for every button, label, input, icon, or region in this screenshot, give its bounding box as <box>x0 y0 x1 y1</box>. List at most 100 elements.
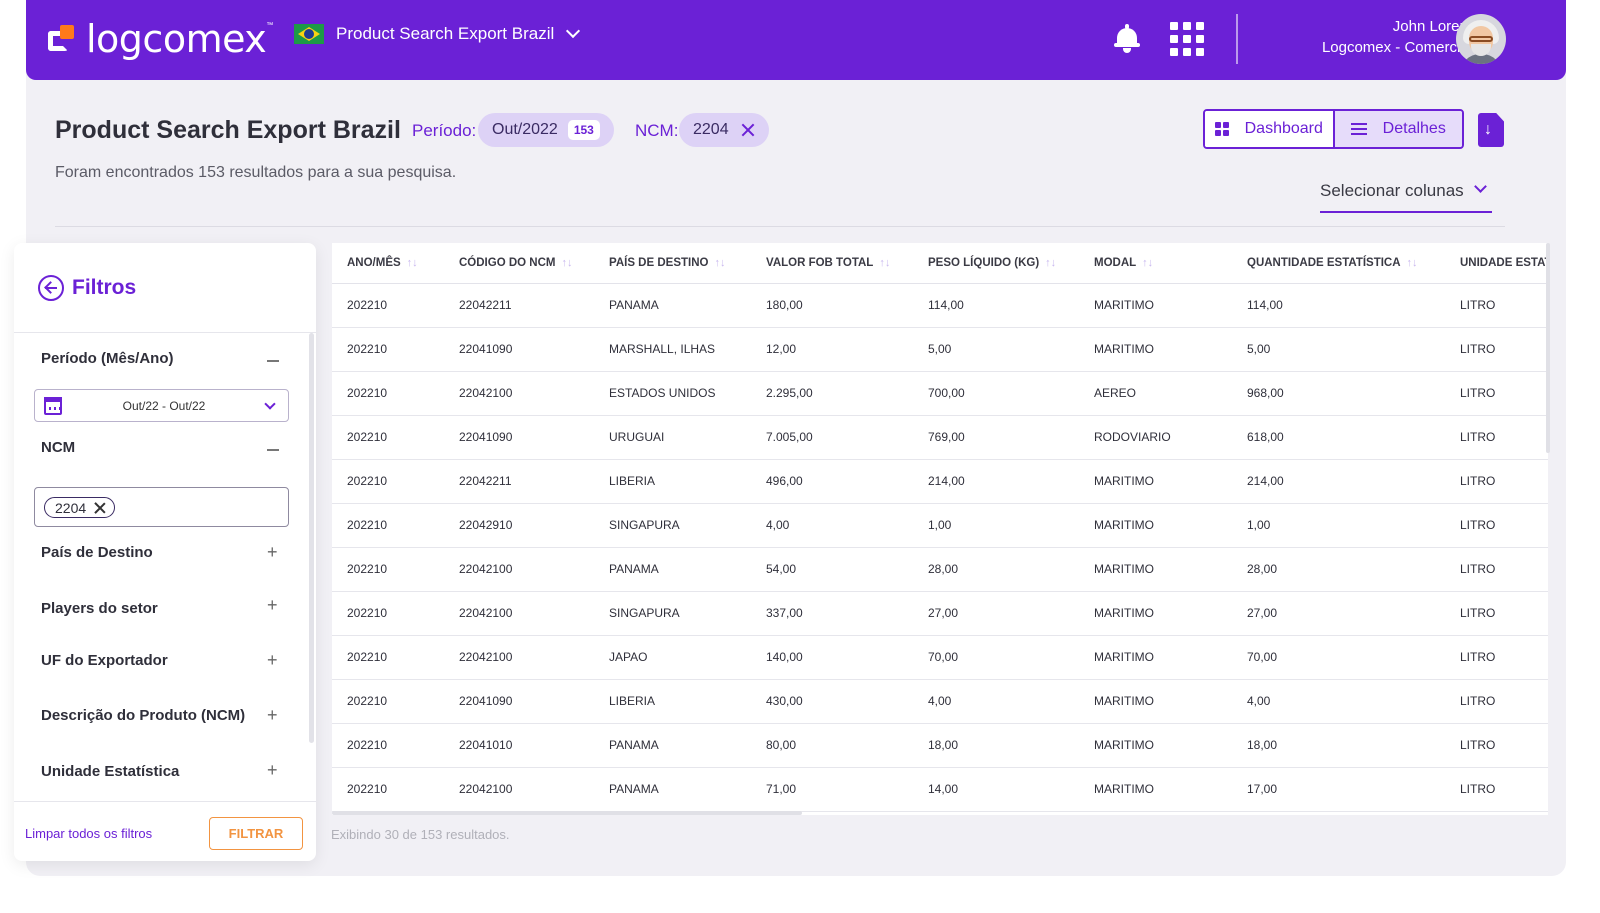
table-row[interactable]: 202210 22042211 PANAMA 180,00 114,00 MARITIMO… <box>332 283 1548 328</box>
horizontal-scrollbar[interactable] <box>332 811 802 815</box>
product-switcher[interactable]: Product Search Export Brazil <box>294 23 581 44</box>
table-cell: 71,00 <box>751 767 913 812</box>
clear-filters-link[interactable]: Limpar todos os filtros <box>25 826 153 841</box>
avatar[interactable] <box>1456 14 1506 64</box>
logo-text: logcomex <box>86 17 267 61</box>
table-cell: 17,00 <box>1232 767 1445 812</box>
navbar-divider <box>1236 14 1238 64</box>
column-header[interactable]: PAÍS DE DESTINO ↑↓ <box>594 243 751 284</box>
table-cell: 202210 <box>332 371 444 416</box>
column-header[interactable]: QUANTIDADE ESTATÍSTICA ↑↓ <box>1232 243 1445 284</box>
vertical-scrollbar[interactable] <box>1546 243 1550 453</box>
close-icon[interactable] <box>741 123 755 137</box>
periodo-chip[interactable]: Out/2022 153 <box>478 113 614 147</box>
apps-grid-icon[interactable] <box>1170 22 1204 56</box>
expand-icon[interactable]: + <box>267 705 278 725</box>
table-cell: 114,00 <box>1232 283 1445 328</box>
table-cell: LITRO <box>1445 723 1548 768</box>
table-row[interactable]: 202210 22042100 SINGAPURA 337,00 27,00 MARITI… <box>332 591 1548 636</box>
table-cell: 22042910 <box>444 503 594 548</box>
table-cell: 4,00 <box>1232 679 1445 724</box>
expand-icon[interactable]: + <box>267 760 278 780</box>
table-cell: MARITIMO <box>1079 459 1232 504</box>
collapse-icon[interactable] <box>267 449 279 451</box>
expand-icon[interactable]: + <box>267 595 278 615</box>
sort-icon[interactable]: ↑↓ <box>714 256 726 269</box>
bell-icon[interactable] <box>1114 24 1140 54</box>
dashboard-view-button[interactable]: Dashboard <box>1205 111 1333 147</box>
ncm-chip[interactable]: 2204 <box>679 113 769 147</box>
table-cell: 968,00 <box>1232 371 1445 416</box>
expand-icon[interactable]: + <box>267 542 278 562</box>
table-cell: 202210 <box>332 723 444 768</box>
expand-icon[interactable]: + <box>267 650 278 670</box>
table-cell: LITRO <box>1445 415 1548 460</box>
table-row[interactable]: 202210 22042100 JAPAO 140,00 70,00 MARITIMO 70… <box>332 635 1548 680</box>
table-cell: 140,00 <box>751 635 913 680</box>
select-columns-dropdown[interactable]: Selecionar colunas <box>1320 180 1492 213</box>
table-cell: LITRO <box>1445 371 1548 416</box>
logo[interactable]: logcomex ™ <box>46 16 273 62</box>
sort-icon[interactable]: ↑↓ <box>1045 256 1057 269</box>
table-cell: 27,00 <box>1232 591 1445 636</box>
periodo-section-header[interactable]: Período (Mês/Ano) <box>41 350 174 367</box>
filters-header: Filtros <box>14 243 316 333</box>
ncm-tag-label: 2204 <box>55 499 87 516</box>
table-cell: 1,00 <box>913 503 1079 548</box>
apply-filter-button[interactable]: FILTRAR <box>209 817 303 850</box>
column-header[interactable]: PESO LÍQUIDO (KG) ↑↓ <box>913 243 1079 284</box>
table-cell: 18,00 <box>913 723 1079 768</box>
details-view-button[interactable]: Detalhes <box>1332 111 1462 147</box>
sort-icon[interactable]: ↑↓ <box>406 256 418 269</box>
table-cell: 202210 <box>332 679 444 724</box>
sort-icon[interactable]: ↑↓ <box>1406 256 1418 269</box>
table-cell: 202210 <box>332 591 444 636</box>
sort-icon[interactable]: ↑↓ <box>561 256 573 269</box>
divider <box>55 226 1505 227</box>
table-row[interactable]: 202210 22041010 PANAMA 80,00 18,00 MARITIMO 18… <box>332 723 1548 768</box>
column-header[interactable]: MODAL ↑↓ <box>1079 243 1232 284</box>
table-cell: RODOVIARIO <box>1079 415 1232 460</box>
user-name: John Lorem <box>1392 18 1472 35</box>
sort-icon[interactable]: ↑↓ <box>879 256 891 269</box>
table-row[interactable]: 202210 22042910 SINGAPURA 4,00 1,00 MARITIMO 1… <box>332 503 1548 548</box>
logcomex-logo-icon <box>46 23 78 55</box>
table-row[interactable]: 202210 22042211 LIBERIA 496,00 214,00 MARITIM… <box>332 459 1548 504</box>
table-row[interactable]: 202210 22041090 URUGUAI 7.005,00 769,00 RODOV… <box>332 415 1548 460</box>
user-info[interactable]: John Lorem Logcomex - Comercial <box>1322 16 1472 58</box>
download-file-icon[interactable] <box>1478 113 1504 147</box>
remove-tag-icon[interactable] <box>94 502 106 514</box>
user-org: Logcomex - Comercial <box>1321 39 1472 56</box>
unidade-estatistica-section[interactable]: Unidade Estatística <box>41 763 180 780</box>
pais-destino-section[interactable]: País de Destino <box>41 544 153 561</box>
table-row[interactable]: 202210 22041090 MARSHALL, ILHAS 12,00 5,00 MA… <box>332 327 1548 372</box>
table-row[interactable]: 202210 22042100 PANAMA 54,00 28,00 MARITIMO 28… <box>332 547 1548 592</box>
uf-exportador-section[interactable]: UF do Exportador <box>41 652 168 669</box>
table-cell: 430,00 <box>751 679 913 724</box>
table-cell: 27,00 <box>913 591 1079 636</box>
dashboard-label: Dashboard <box>1244 120 1323 137</box>
view-toggle: Dashboard Detalhes <box>1203 109 1464 149</box>
table-cell: 618,00 <box>1232 415 1445 460</box>
column-header[interactable]: UNIDADE ESTATÍSTICA <box>1445 243 1548 284</box>
table-cell: MARITIMO <box>1079 327 1232 372</box>
column-header[interactable]: CÓDIGO DO NCM ↑↓ <box>444 243 594 284</box>
ncm-input[interactable]: 2204 <box>34 487 289 527</box>
ncm-section-header[interactable]: NCM <box>41 439 76 456</box>
column-header[interactable]: VALOR FOB TOTAL ↑↓ <box>751 243 913 284</box>
players-section[interactable]: Players do setor <box>41 600 158 617</box>
table-cell: 202210 <box>332 327 444 372</box>
table-row[interactable]: 202210 22042100 ESTADOS UNIDOS 2.295,00 700,… <box>332 371 1548 416</box>
sort-icon[interactable]: ↑↓ <box>1142 256 1154 269</box>
back-arrow-icon[interactable] <box>38 274 64 301</box>
descricao-produto-section[interactable]: Descrição do Produto (NCM) <box>41 707 246 724</box>
table-cell: 70,00 <box>1232 635 1445 680</box>
column-header[interactable]: ANO/MÊS ↑↓ <box>332 243 444 284</box>
table-row[interactable]: 202210 22041090 LIBERIA 430,00 4,00 MARITIMO 4… <box>332 679 1548 724</box>
table-cell: 22042211 <box>444 283 594 328</box>
dashboard-icon <box>1214 122 1229 136</box>
period-range-select[interactable]: Out/22 - Out/22 <box>34 389 289 422</box>
collapse-icon[interactable] <box>267 360 279 362</box>
table-row[interactable]: 202210 22042100 PANAMA 71,00 14,00 MARITIMO 17… <box>332 767 1548 812</box>
filters-scrollbar[interactable] <box>309 333 314 743</box>
